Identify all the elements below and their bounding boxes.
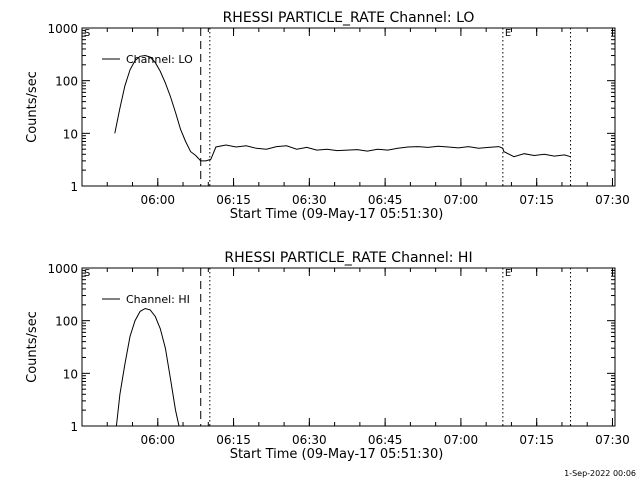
y-tick-label: 1000 xyxy=(47,262,78,276)
x-tick-label: 06:30 xyxy=(292,193,327,207)
x-tick-label: 07:30 xyxy=(595,193,630,207)
x-axis-label: Start Time (09-May-17 05:51:30) xyxy=(230,207,444,222)
series-line-1-0 xyxy=(115,307,180,427)
x-tick-label: 06:15 xyxy=(216,433,251,447)
y-tick-label: 1000 xyxy=(47,22,78,36)
x-tick-label: 07:00 xyxy=(444,433,479,447)
footer-timestamp: 1-Sep-2022 00:06 xyxy=(564,469,636,478)
plot-frame-0 xyxy=(81,27,616,187)
x-tick-label: 06:00 xyxy=(140,193,175,207)
y-tick-label: 10 xyxy=(63,367,78,381)
end-marker-letter: E xyxy=(505,28,511,39)
y-axis-label: Counts/sec xyxy=(25,71,40,143)
x-tick-label: 06:45 xyxy=(368,433,403,447)
y-axis-label: Counts/sec xyxy=(25,311,40,383)
y-tick-label: 1 xyxy=(70,180,78,194)
y-tick-label: 1 xyxy=(70,420,78,434)
start-marker-letter: S xyxy=(84,268,90,279)
plot-frame-1 xyxy=(81,267,616,427)
y-tick-label: 100 xyxy=(55,315,78,329)
x-tick-label: 07:00 xyxy=(444,193,479,207)
y-tick-label: 100 xyxy=(55,75,78,89)
x-tick-label: 07:15 xyxy=(519,433,554,447)
chart-title: RHESSI PARTICLE_RATE Channel: LO xyxy=(223,10,475,26)
x-tick-label: 06:00 xyxy=(140,433,175,447)
x-tick-label: 06:15 xyxy=(216,193,251,207)
x-tick-label: 06:45 xyxy=(368,193,403,207)
x-tick-label: 07:15 xyxy=(519,193,554,207)
series-line-0-0 xyxy=(114,54,571,162)
end-marker-letter: E xyxy=(505,268,511,279)
chart-title: RHESSI PARTICLE_RATE Channel: HI xyxy=(224,250,472,266)
x-tick-label: 06:30 xyxy=(292,433,327,447)
x-tick-label: 07:30 xyxy=(595,433,630,447)
y-tick-label: 10 xyxy=(63,127,78,141)
x-axis-label: Start Time (09-May-17 05:51:30) xyxy=(230,447,444,462)
start-marker-letter: S xyxy=(84,28,90,39)
legend-entry: Channel: HI xyxy=(126,293,190,306)
